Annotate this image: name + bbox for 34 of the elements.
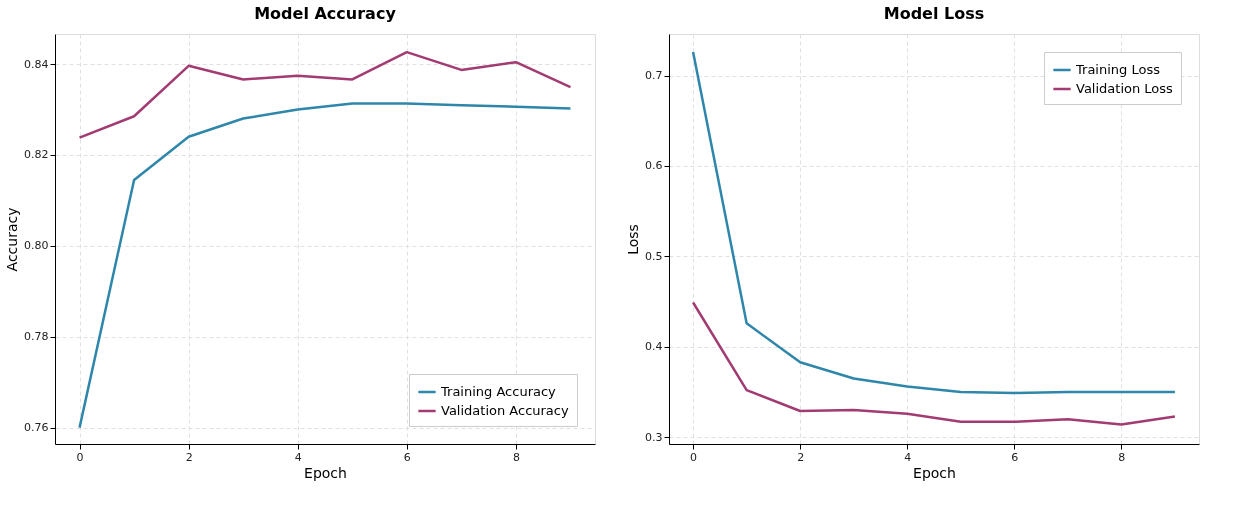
x-tick-label: 6 <box>1011 450 1019 464</box>
y-axis-title: Loss <box>625 224 642 255</box>
x-tick-label: 6 <box>403 450 411 464</box>
x-tick-label: 4 <box>294 450 302 464</box>
legend-label: Training Accuracy <box>440 384 557 399</box>
x-tick-label: 8 <box>1118 450 1126 464</box>
y-tick-label: 0.78 <box>24 330 49 344</box>
y-tick-label: 0.76 <box>24 421 49 435</box>
legend-label: Validation Accuracy <box>441 403 569 418</box>
x-tick-label: 2 <box>185 450 193 464</box>
y-tick-label: 0.80 <box>24 239 49 253</box>
x-tick-label: 0 <box>76 450 84 464</box>
legend-label: Validation Loss <box>1076 81 1174 96</box>
y-tick-label: 0.5 <box>645 249 663 263</box>
x-axis-title: Epoch <box>913 464 956 481</box>
chart-title: Model Loss <box>883 4 985 23</box>
line-series <box>691 301 1177 426</box>
x-tick-label: 0 <box>690 450 698 464</box>
y-tick-label: 0.82 <box>24 148 49 162</box>
y-axis-title: Accuracy <box>4 207 21 272</box>
x-tick-label: 8 <box>512 450 520 464</box>
y-tick-label: 0.84 <box>24 57 49 71</box>
chart-title: Model Accuracy <box>254 4 397 23</box>
x-tick-label: 4 <box>904 450 912 464</box>
line-series <box>78 102 572 429</box>
y-tick-label: 0.6 <box>645 159 663 173</box>
line-series <box>78 50 572 139</box>
y-tick-label: 0.3 <box>645 430 663 444</box>
y-tick-label: 0.7 <box>645 69 663 83</box>
y-tick-label: 0.4 <box>645 340 663 354</box>
line-series <box>691 50 1177 395</box>
x-axis-title: Epoch <box>304 464 347 481</box>
x-tick-label: 2 <box>797 450 805 464</box>
legend-label: Training Loss <box>1075 62 1161 77</box>
